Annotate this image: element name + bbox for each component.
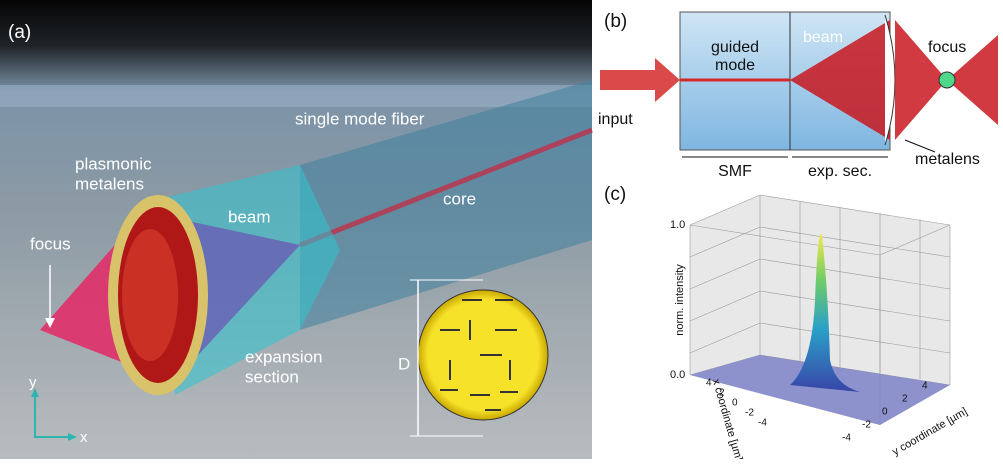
- label: input: [598, 111, 633, 128]
- label: exp. sec.: [808, 163, 872, 180]
- panel-c: (c) 1.0 0.0 norm. intensity x coordinate…: [604, 184, 970, 459]
- label: beam: [228, 207, 271, 226]
- glow: [0, 85, 592, 107]
- input-arrow: [600, 58, 680, 102]
- figure: (a) single mode fiber plasmonic metalens…: [0, 0, 1003, 459]
- label: focus: [30, 234, 71, 253]
- x-tick: 4: [706, 378, 712, 389]
- panel-label: (c): [604, 184, 626, 205]
- lens: [885, 15, 895, 145]
- x-tick: -4: [758, 418, 767, 429]
- y-tick: 4: [922, 381, 928, 392]
- panel-label: (b): [604, 11, 627, 32]
- label: beam: [803, 29, 843, 46]
- panel-label: (a): [8, 22, 31, 43]
- y-tick: -4: [842, 433, 851, 444]
- label: mode: [715, 57, 755, 74]
- x-tick: 0: [732, 398, 738, 409]
- z-tick: 1.0: [670, 219, 685, 231]
- x-tick: 2: [719, 388, 725, 399]
- label: SMF: [718, 163, 752, 180]
- panel-b: (b) guided mode beam focus input metalen…: [598, 11, 998, 180]
- label: expansion: [245, 347, 323, 366]
- focus-point: [939, 72, 955, 88]
- label: guided: [711, 39, 759, 56]
- axis-label: x: [80, 429, 88, 446]
- label: metalens: [75, 174, 144, 193]
- metalens-pointer: [905, 140, 935, 152]
- label: D: [398, 354, 410, 373]
- y-tick: 2: [902, 394, 908, 405]
- axis-label: y: [29, 374, 37, 391]
- z-tick: 0.0: [670, 369, 685, 381]
- panel-a: (a) single mode fiber plasmonic metalens…: [0, 0, 592, 459]
- y-tick: -2: [862, 420, 871, 431]
- y-title: y coordinate [µm]: [890, 406, 969, 459]
- x-title: x coordinate [µm]: [710, 378, 745, 459]
- label: plasmonic: [75, 154, 152, 173]
- label: metalens: [915, 151, 980, 168]
- x-tick: -2: [745, 408, 754, 419]
- y-tick: 0: [882, 407, 888, 418]
- label: focus: [928, 39, 966, 56]
- label: core: [443, 189, 476, 208]
- label: section: [245, 367, 299, 386]
- z-title: norm. intensity: [674, 264, 686, 336]
- label: single mode fiber: [295, 109, 425, 128]
- metalens-pattern: [122, 229, 178, 361]
- page: (a) single mode fiber plasmonic metalens…: [0, 0, 1003, 459]
